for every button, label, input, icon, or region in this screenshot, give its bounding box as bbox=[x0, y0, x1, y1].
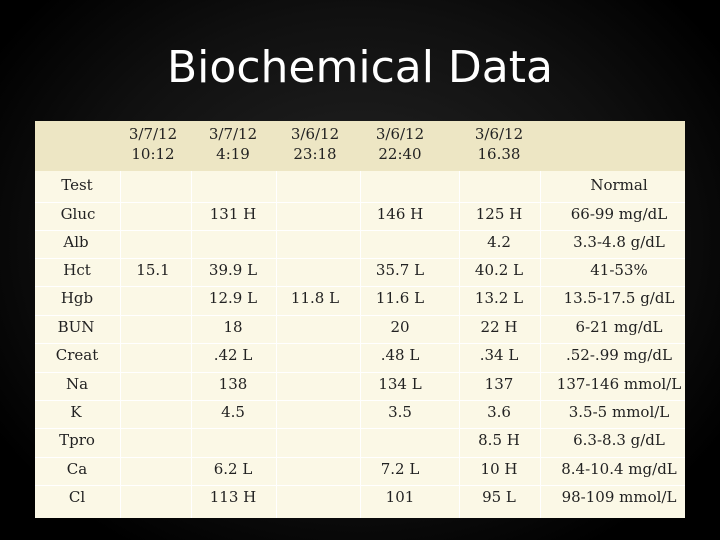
column-divider bbox=[459, 171, 460, 518]
value-cell: .34 L bbox=[479, 346, 519, 364]
value-cell: 12.9 L bbox=[208, 289, 258, 307]
value-cell: .48 L bbox=[380, 346, 420, 364]
column-divider bbox=[191, 171, 192, 518]
row-divider bbox=[35, 258, 685, 259]
value-cell: 20 bbox=[390, 318, 410, 336]
column-header-date: 3/6/12 bbox=[290, 125, 340, 143]
value-cell: 125 H bbox=[475, 205, 523, 223]
normal-range-cell: 6.3-8.3 g/dL bbox=[573, 431, 665, 449]
value-cell: 6.2 L bbox=[213, 460, 253, 478]
column-header: 3/6/12 16.38 bbox=[459, 124, 539, 164]
value-cell: 7.2 L bbox=[380, 460, 420, 478]
value-cell: 11.8 L bbox=[290, 289, 340, 307]
row-label: K bbox=[70, 403, 82, 421]
column-header: 3/7/12 4:19 bbox=[193, 124, 273, 164]
value-cell: 8.5 H bbox=[478, 431, 520, 449]
normal-range-cell: 6-21 mg/dL bbox=[575, 318, 663, 336]
value-cell: 39.9 L bbox=[208, 261, 258, 279]
row-label: Gluc bbox=[60, 205, 96, 223]
value-cell: 3.5 bbox=[388, 403, 412, 421]
normal-range-cell: 41-53% bbox=[590, 261, 648, 279]
row-label: Hgb bbox=[60, 289, 94, 307]
row-label: Tpro bbox=[59, 431, 95, 449]
row-label: BUN bbox=[57, 318, 95, 336]
normal-range-cell: .52-.99 mg/dL bbox=[566, 346, 672, 364]
row-divider bbox=[35, 400, 685, 401]
normal-range-cell: 13.5-17.5 g/dL bbox=[563, 289, 675, 307]
row-label: Creat bbox=[55, 346, 99, 364]
value-cell: 146 H bbox=[376, 205, 424, 223]
column-divider bbox=[120, 171, 121, 518]
row-divider bbox=[35, 343, 685, 344]
normal-range-cell: 3.3-4.8 g/dL bbox=[573, 233, 665, 251]
value-cell: .42 L bbox=[213, 346, 253, 364]
value-cell: 40.2 L bbox=[474, 261, 524, 279]
value-cell: 15.1 bbox=[136, 261, 170, 279]
row-divider bbox=[35, 372, 685, 373]
normal-range-cell: 3.5-5 mmol/L bbox=[568, 403, 670, 421]
normal-range-cell: 137-146 mmol/L bbox=[556, 375, 682, 393]
row-divider bbox=[35, 315, 685, 316]
column-header-date: 3/7/12 bbox=[128, 125, 178, 143]
value-cell: 4.2 bbox=[487, 233, 511, 251]
column-header-time: 4:19 bbox=[216, 145, 250, 163]
column-header-time: 16.38 bbox=[477, 145, 521, 163]
column-header-time: 22:40 bbox=[378, 145, 422, 163]
row-label: Test bbox=[61, 176, 93, 194]
normal-range-cell: 98-109 mmol/L bbox=[561, 488, 677, 506]
value-cell: 113 H bbox=[209, 488, 257, 506]
slide-title: Biochemical Data bbox=[167, 42, 553, 93]
value-cell: 13.2 L bbox=[474, 289, 524, 307]
value-cell: 134 L bbox=[378, 375, 422, 393]
value-cell: 4.5 bbox=[221, 403, 245, 421]
value-cell: 11.6 L bbox=[375, 289, 425, 307]
row-label: Hct bbox=[63, 261, 91, 279]
column-header-time: 23:18 bbox=[293, 145, 337, 163]
column-header-date: 3/6/12 bbox=[474, 125, 524, 143]
value-cell: 10 H bbox=[480, 460, 518, 478]
value-cell: 35.7 L bbox=[375, 261, 425, 279]
table-header bbox=[35, 121, 685, 171]
value-cell: 95 L bbox=[482, 488, 516, 506]
biochemical-data-table: 3/7/12 10:12 3/7/12 4:19 3/6/12 23:18 3/6/12 22… bbox=[35, 121, 685, 518]
value-cell: 101 bbox=[385, 488, 415, 506]
value-cell: 138 bbox=[218, 375, 248, 393]
row-label: Ca bbox=[66, 460, 88, 478]
column-header-date: 3/6/12 bbox=[375, 125, 425, 143]
column-divider bbox=[540, 171, 541, 518]
normal-range-cell: Normal bbox=[590, 176, 648, 194]
column-header: 3/7/12 10:12 bbox=[113, 124, 193, 164]
value-cell: 3.6 bbox=[487, 403, 511, 421]
row-divider bbox=[35, 428, 685, 429]
row-divider bbox=[35, 230, 685, 231]
row-divider bbox=[35, 202, 685, 203]
column-header-date: 3/7/12 bbox=[208, 125, 258, 143]
normal-range-cell: 66-99 mg/dL bbox=[570, 205, 668, 223]
column-divider bbox=[276, 171, 277, 518]
row-label: Cl bbox=[68, 488, 86, 506]
value-cell: 137 bbox=[484, 375, 514, 393]
row-divider bbox=[35, 286, 685, 287]
column-header: 3/6/12 23:18 bbox=[275, 124, 355, 164]
row-label: Na bbox=[65, 375, 89, 393]
value-cell: 22 H bbox=[480, 318, 518, 336]
column-header: 3/6/12 22:40 bbox=[360, 124, 440, 164]
value-cell: 131 H bbox=[209, 205, 257, 223]
normal-range-cell: 8.4-10.4 mg/dL bbox=[561, 460, 677, 478]
row-divider bbox=[35, 485, 685, 486]
row-divider bbox=[35, 457, 685, 458]
value-cell: 18 bbox=[223, 318, 243, 336]
column-header-time: 10:12 bbox=[131, 145, 175, 163]
row-label: Alb bbox=[63, 233, 89, 251]
column-divider bbox=[360, 171, 361, 518]
